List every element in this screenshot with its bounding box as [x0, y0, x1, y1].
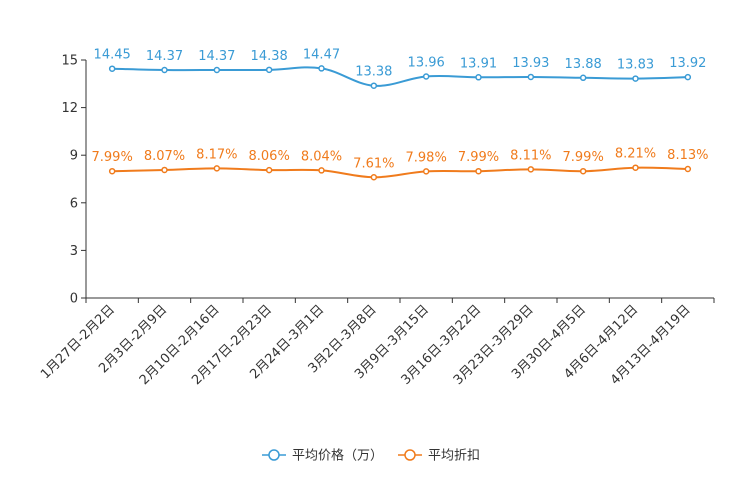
axes-layer: 036912151月27日-2月2日2月3日-2月9日2月10日-2月16日2月… — [38, 54, 715, 388]
data-point[interactable] — [422, 73, 430, 80]
data-label: 8.07% — [144, 149, 185, 164]
data-point[interactable] — [684, 165, 692, 173]
data-label: 14.37 — [198, 49, 235, 64]
data-label: 7.98% — [406, 150, 447, 165]
legend-label: 平均价格（万） — [292, 448, 383, 464]
data-label: 13.88 — [565, 57, 602, 72]
series-line-1 — [112, 166, 688, 179]
y-tick-label: 9 — [70, 149, 78, 164]
data-point[interactable] — [265, 166, 273, 174]
data-point[interactable] — [318, 65, 325, 72]
y-tick-label: 15 — [61, 54, 78, 69]
data-label: 13.92 — [669, 56, 706, 71]
data-label: 8.17% — [196, 147, 237, 162]
data-point[interactable] — [579, 167, 587, 175]
data-point[interactable] — [161, 166, 168, 174]
data-label: 13.96 — [408, 56, 445, 71]
data-label: 13.91 — [460, 56, 497, 71]
data-label: 8.06% — [249, 149, 290, 164]
data-point[interactable] — [318, 167, 325, 174]
data-label: 13.38 — [355, 65, 392, 80]
data-point[interactable] — [265, 66, 273, 74]
data-label: 14.37 — [146, 49, 183, 64]
data-label: 8.04% — [301, 149, 342, 164]
data-point[interactable] — [527, 73, 535, 81]
data-label: 7.99% — [458, 150, 499, 165]
data-point[interactable] — [527, 166, 535, 173]
data-point[interactable] — [161, 66, 168, 74]
data-label: 8.13% — [667, 148, 708, 163]
data-label: 13.83 — [617, 58, 654, 73]
y-tick-label: 12 — [61, 101, 78, 116]
data-label: 7.99% — [563, 150, 604, 165]
data-point[interactable] — [108, 167, 116, 175]
data-point[interactable] — [213, 66, 221, 74]
data-labels-layer: 14.45 14.37 14.37 14.38 14.47 13.38 13.96 13.91… — [92, 47, 709, 171]
data-point[interactable] — [684, 73, 692, 81]
data-point[interactable] — [475, 167, 482, 175]
legend-item-0[interactable]: 平均价格（万） — [262, 448, 383, 464]
data-label: 7.99% — [92, 150, 133, 165]
data-point[interactable] — [422, 168, 430, 175]
data-label: 13.93 — [512, 56, 549, 71]
y-tick-label: 3 — [70, 244, 78, 259]
legend-item-1[interactable]: 平均折扣 — [398, 449, 480, 464]
data-point[interactable] — [108, 65, 116, 72]
data-point[interactable] — [632, 164, 639, 171]
legend[interactable]: 平均价格（万） 平均折扣 — [262, 448, 480, 464]
legend-label: 平均折扣 — [428, 449, 480, 464]
data-point[interactable] — [370, 174, 378, 181]
data-point[interactable] — [579, 74, 587, 82]
data-point[interactable] — [475, 74, 482, 81]
y-tick-label: 0 — [70, 292, 78, 307]
legend-marker-icon — [268, 449, 280, 461]
data-label: 14.45 — [94, 48, 131, 63]
data-label: 14.47 — [303, 47, 340, 62]
data-point[interactable] — [213, 165, 221, 172]
data-label: 14.38 — [251, 49, 288, 64]
series-line-0 — [112, 66, 688, 87]
series-layer — [108, 65, 692, 181]
data-label: 7.61% — [353, 156, 394, 171]
legend-marker-icon — [404, 449, 416, 461]
data-point[interactable] — [370, 82, 378, 89]
data-point[interactable] — [632, 75, 639, 82]
y-tick-label: 6 — [70, 196, 78, 211]
data-label: 8.21% — [615, 147, 656, 162]
data-label: 8.11% — [510, 148, 551, 163]
